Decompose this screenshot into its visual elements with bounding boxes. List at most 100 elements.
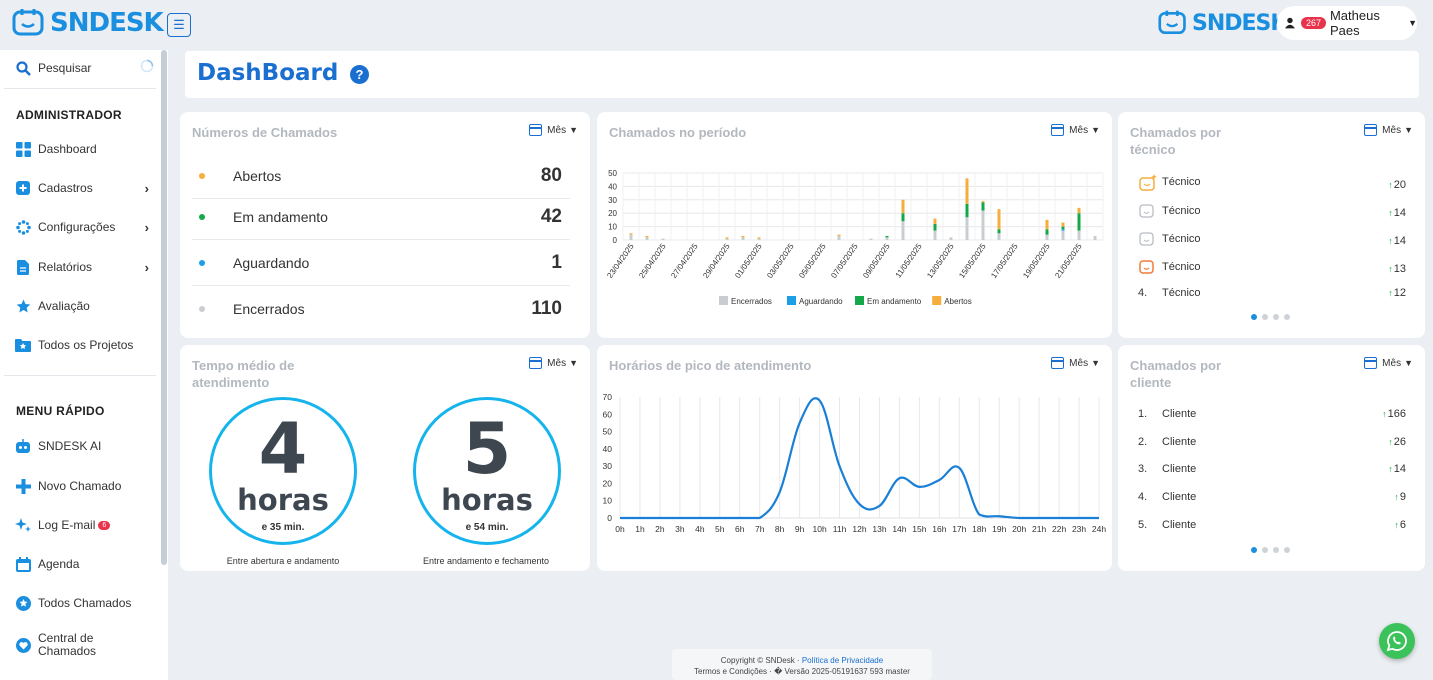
sidebar-item-label: Log E-mail (38, 518, 96, 532)
privacy-link[interactable]: Política de Privacidade (801, 656, 884, 665)
x-tick-label: 23/04/2025 (605, 242, 636, 280)
logo-right: SNDESK (1158, 8, 1287, 38)
bar (965, 217, 969, 240)
stat-value: 42 (540, 205, 562, 227)
x-tick-label: 5h (715, 524, 725, 534)
sidebar-item-configuracoes[interactable]: Configurações › (14, 218, 149, 236)
carousel-dot[interactable] (1262, 547, 1268, 553)
stat-value: 1 (551, 251, 562, 273)
bar (757, 237, 761, 239)
bar (725, 237, 729, 239)
carousel-dot[interactable] (1251, 547, 1257, 553)
stat-row-em-andamento[interactable]: Em andamento 42 (192, 194, 570, 240)
logo-text: SNDESK (50, 8, 164, 38)
x-tick-label: 6h (735, 524, 745, 534)
period-select[interactable]: Mês ▼ (1051, 124, 1100, 136)
period-label: Mês (547, 124, 567, 136)
list-item[interactable]: 5. Cliente ↑6 (1138, 519, 1406, 531)
folder-star-icon (14, 336, 32, 354)
sidebar-scrollbar[interactable] (161, 50, 167, 565)
sidebar-toggle-button[interactable]: ☰ (167, 13, 191, 37)
count-value: 26 (1393, 436, 1406, 448)
sidebar-item-central-chamados[interactable]: Central de Chamados (14, 632, 149, 658)
stat-value: 110 (531, 298, 562, 319)
arrow-up-icon: ↑ (1394, 520, 1399, 530)
list-item[interactable]: Técnico ↑14 (1138, 202, 1406, 223)
list-item[interactable]: Técnico ↑13 (1138, 258, 1406, 279)
list-item[interactable]: 4. Cliente ↑9 (1138, 491, 1406, 503)
sidebar-item-label: Cadastros (38, 181, 93, 195)
x-tick-label: 14h (892, 524, 906, 534)
carousel-dot[interactable] (1262, 314, 1268, 320)
period-select[interactable]: Mês ▼ (529, 124, 578, 136)
sidebar-item-avaliacao[interactable]: Avaliação (14, 297, 149, 315)
bar (1045, 234, 1049, 240)
period-select[interactable]: Mês ▼ (1051, 357, 1100, 369)
carousel-dot[interactable] (1273, 547, 1279, 553)
bar (1077, 230, 1081, 240)
sidebar-item-novo-chamado[interactable]: Novo Chamado (14, 477, 149, 495)
card-title: Chamados por técnico (1130, 124, 1221, 158)
help-icon[interactable]: ? (350, 65, 369, 84)
whatsapp-button[interactable] (1379, 623, 1415, 659)
stat-row-aguardando[interactable]: Aguardando 1 (192, 240, 570, 286)
sidebar-item-sndesk-ai[interactable]: SNDESK AI (14, 437, 149, 455)
count-value: 14 (1393, 463, 1406, 475)
arrow-up-icon: ↑ (1388, 464, 1393, 474)
sidebar-item-label: Configurações (38, 220, 116, 234)
carousel-dot[interactable] (1284, 547, 1290, 553)
carousel-dot[interactable] (1284, 314, 1290, 320)
x-tick-label: 01/05/2025 (733, 242, 764, 280)
list-item[interactable]: Técnico ↑14 (1138, 230, 1406, 251)
stat-row-encerrados[interactable]: Encerrados 110 (192, 286, 570, 332)
footer: Copyright © SNDesk · Política de Privaci… (672, 649, 932, 680)
sidebar-item-agenda[interactable]: Agenda (14, 555, 149, 573)
list-item[interactable]: 3. Cliente ↑14 (1138, 463, 1406, 475)
sidebar-item-log-email[interactable]: Log E-mail 6 (14, 516, 149, 534)
sidebar-item-dashboard[interactable]: Dashboard (14, 140, 149, 158)
period-select[interactable]: Mês ▼ (529, 357, 578, 369)
x-tick-label: 0h (615, 524, 625, 534)
sidebar-item-relatorios[interactable]: Relatórios › (14, 258, 149, 276)
y-tick-label: 0 (607, 513, 612, 523)
carousel-dot[interactable] (1273, 314, 1279, 320)
arrow-up-icon: ↑ (1388, 437, 1393, 447)
sidebar-search[interactable]: Pesquisar (14, 59, 149, 77)
chevron-down-icon: ▼ (1404, 125, 1413, 135)
sidebar-item-todos-projetos[interactable]: Todos os Projetos (14, 336, 149, 354)
y-tick-label: 40 (603, 444, 613, 454)
user-menu[interactable]: 267 Matheus Paes ▼ (1277, 6, 1417, 40)
rank-number: 3. (1138, 463, 1148, 475)
y-tick-label: 20 (603, 478, 613, 488)
calendar-icon (14, 555, 32, 573)
bar (837, 234, 841, 236)
page-title: DashBoard (197, 60, 339, 86)
period-select[interactable]: Mês ▼ (1364, 357, 1413, 369)
terms-link[interactable]: Termos e Condições (694, 667, 767, 676)
sidebar-item-cadastros[interactable]: Cadastros › (14, 179, 149, 197)
bar (965, 203, 969, 218)
cliente-count: ↑26 (1388, 436, 1406, 448)
cliente-count: ↑166 (1382, 408, 1406, 420)
plus-square-icon (14, 179, 32, 197)
bar (1077, 213, 1081, 231)
sidebar-item-todos-chamados[interactable]: Todos Chamados (14, 594, 149, 612)
carousel-dot[interactable] (1251, 314, 1257, 320)
bar (933, 230, 937, 240)
copyright-text: Copyright © SNDesk · (720, 656, 802, 665)
list-item[interactable]: Técnico ↑20 (1138, 173, 1406, 196)
x-tick-label: 10h (812, 524, 826, 534)
stat-row-abertos[interactable]: Abertos 80 (192, 153, 570, 199)
rank-number: 4. (1138, 287, 1148, 299)
logo[interactable]: SNDESK (12, 7, 164, 39)
list-item[interactable]: 1. Cliente ↑166 (1138, 408, 1406, 420)
logo-icon (12, 9, 44, 36)
y-tick-label: 10 (608, 223, 617, 232)
legend-label: Abertos (944, 297, 972, 306)
list-item[interactable]: 2. Cliente ↑26 (1138, 436, 1406, 448)
list-item[interactable]: 4. Técnico ↑12 (1138, 287, 1406, 299)
period-select[interactable]: Mês ▼ (1364, 124, 1413, 136)
status-dot (199, 306, 205, 312)
count-value: 166 (1387, 408, 1406, 420)
card-title-line: atendimento (192, 375, 270, 390)
